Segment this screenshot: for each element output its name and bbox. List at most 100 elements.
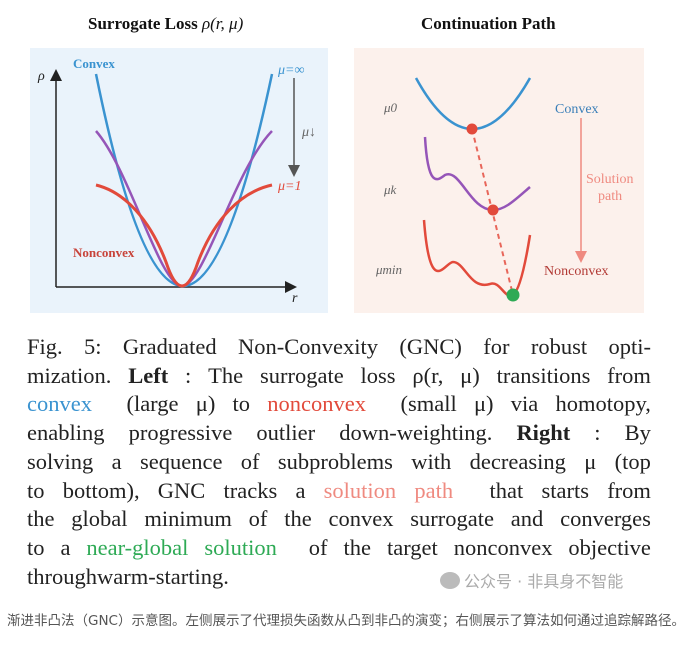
caption-segment: converges: [560, 506, 651, 532]
caption-segment: transitions: [496, 362, 591, 388]
caption-segment: the: [284, 506, 312, 532]
caption-line: convex (large μ) to nonconvex (small μ) via homo…: [27, 390, 651, 419]
caption-segment: of: [248, 506, 268, 532]
solution-point-final: [506, 288, 520, 302]
caption-segment: robust: [530, 334, 588, 359]
left-panel-title: Surrogate Loss ρ(r, μ): [88, 14, 243, 34]
muk-curve: [423, 136, 531, 212]
left-title-math: ρ(r, μ): [201, 14, 244, 33]
caption-line: to bottom), GNC tracks a solution path that star…: [27, 477, 651, 506]
left-panel-background: [30, 48, 328, 313]
figure: ρ r Convex Nonconvex μ=∞ μ↓ μ=1 μ0 μk μm…: [30, 48, 644, 313]
caption-segment: sequence: [139, 448, 223, 474]
convex-label-right: Convex: [555, 102, 599, 117]
caption-segment: warm-starting.: [97, 563, 229, 589]
caption-segment: Left: [128, 362, 169, 388]
caption-segment: and: [510, 506, 544, 532]
y-axis-label: ρ: [37, 69, 45, 84]
right-panel-background: [354, 48, 644, 313]
caption-segment: ρ(r,: [412, 362, 444, 388]
caption-segment: from: [607, 477, 651, 503]
caption-line: Fig. 5: Graduated Non-Convexity (GNC) for robu…: [27, 333, 651, 362]
left-title-text: Surrogate Loss: [88, 14, 198, 33]
caption-segment: GNC: [157, 477, 206, 503]
caption-segment: :: [594, 420, 601, 446]
caption-segment: Fig.: [27, 334, 63, 359]
caption-segment: mization.: [27, 362, 112, 388]
caption-segment: opti-: [608, 334, 651, 359]
caption-segment: to: [27, 477, 45, 503]
caption-segment: a: [60, 534, 71, 560]
right-panel-title: Continuation Path: [421, 14, 556, 33]
caption-line: enabling progressive outlier down-weighting…: [27, 419, 651, 448]
muk-label: μk: [383, 182, 397, 197]
caption-segment: solution: [323, 477, 397, 503]
solution-point-mu0: [466, 123, 478, 135]
caption-segment: (top: [614, 448, 651, 474]
caption-segment: from: [607, 362, 651, 388]
caption-segment: a: [295, 477, 306, 503]
caption-segment: μ): [473, 391, 494, 417]
caption-segment: the: [343, 534, 372, 560]
caption-segment: of: [240, 448, 260, 474]
caption-segment: starts: [541, 477, 589, 503]
caption-line: the global minimum of the convex surrogate and c…: [27, 505, 651, 534]
caption-segment: a: [111, 448, 122, 474]
caption-segment: to: [27, 534, 45, 560]
caption-segment: near-global: [86, 534, 189, 560]
caption-segment: solution: [204, 534, 277, 560]
caption-segment: via: [510, 391, 539, 417]
caption-segment: through: [27, 563, 97, 589]
caption-segment: loss: [360, 362, 396, 388]
x-axis-label: r: [292, 291, 298, 306]
caption-segment: of: [308, 534, 328, 560]
chinese-caption: 渐进非凸法（GNC）示意图。左侧展示了代理损失函数从凸到非凸的演变；右侧展示了算…: [7, 613, 685, 629]
caption-segment: target: [386, 534, 438, 560]
nonconvex-label-right: Nonconvex: [544, 264, 609, 279]
caption-segment: 5:: [84, 334, 102, 359]
mu0-label: μ0: [383, 100, 398, 115]
solution-path-label-2: path: [598, 189, 622, 204]
caption-segment: homotopy,: [555, 391, 651, 417]
caption-segment: :: [185, 362, 192, 388]
caption-segment: decreasing: [469, 448, 566, 474]
caption-segment: tracks: [223, 477, 278, 503]
figure-caption: Fig. 5: Graduated Non-Convexity (GNC) for robu…: [27, 333, 651, 591]
caption-segment: global: [71, 506, 128, 532]
caption-segment: nonconvex: [453, 534, 553, 560]
solution-path-label-1: Solution: [586, 172, 633, 187]
caption-segment: (small: [400, 391, 457, 417]
caption-segment: μ: [584, 448, 597, 474]
caption-segment: convex: [27, 391, 92, 417]
caption-segment: with: [411, 448, 452, 474]
watermark: 公众号 · 非具身不智能: [440, 568, 623, 592]
caption-segment: bottom),: [62, 477, 140, 503]
caption-segment: outlier: [256, 420, 316, 446]
caption-segment: enabling: [27, 420, 105, 446]
caption-line: solving a sequence of subproblems with decreas…: [27, 448, 651, 477]
caption-segment: convex: [328, 506, 394, 532]
mumin-curve: [422, 219, 532, 298]
caption-segment: nonconvex: [267, 391, 367, 417]
nonconvex-curve: [95, 183, 273, 288]
caption-segment: Right: [516, 420, 571, 446]
caption-segment: objective: [568, 534, 651, 560]
caption-segment: progressive: [128, 420, 233, 446]
mu-decrease-label: μ↓: [301, 125, 316, 140]
caption-segment: Graduated: [122, 334, 217, 359]
caption-segment: solving: [27, 448, 94, 474]
solution-point-muk: [487, 204, 499, 216]
caption-segment: minimum: [144, 506, 232, 532]
caption-segment: By: [624, 420, 651, 446]
caption-segment: subproblems: [277, 448, 393, 474]
caption-segment: (GNC): [399, 334, 462, 359]
caption-segment: Non-Convexity: [237, 334, 378, 359]
caption-segment: down-weighting.: [339, 420, 493, 446]
caption-segment: to: [232, 391, 251, 417]
caption-segment: μ): [195, 391, 216, 417]
caption-segment: (large: [126, 391, 179, 417]
watermark-text: 公众号 · 非具身不智能: [464, 572, 624, 591]
mu-one-label: μ=1: [277, 179, 301, 194]
wechat-icon: [440, 571, 460, 589]
caption-segment: The: [208, 362, 244, 388]
